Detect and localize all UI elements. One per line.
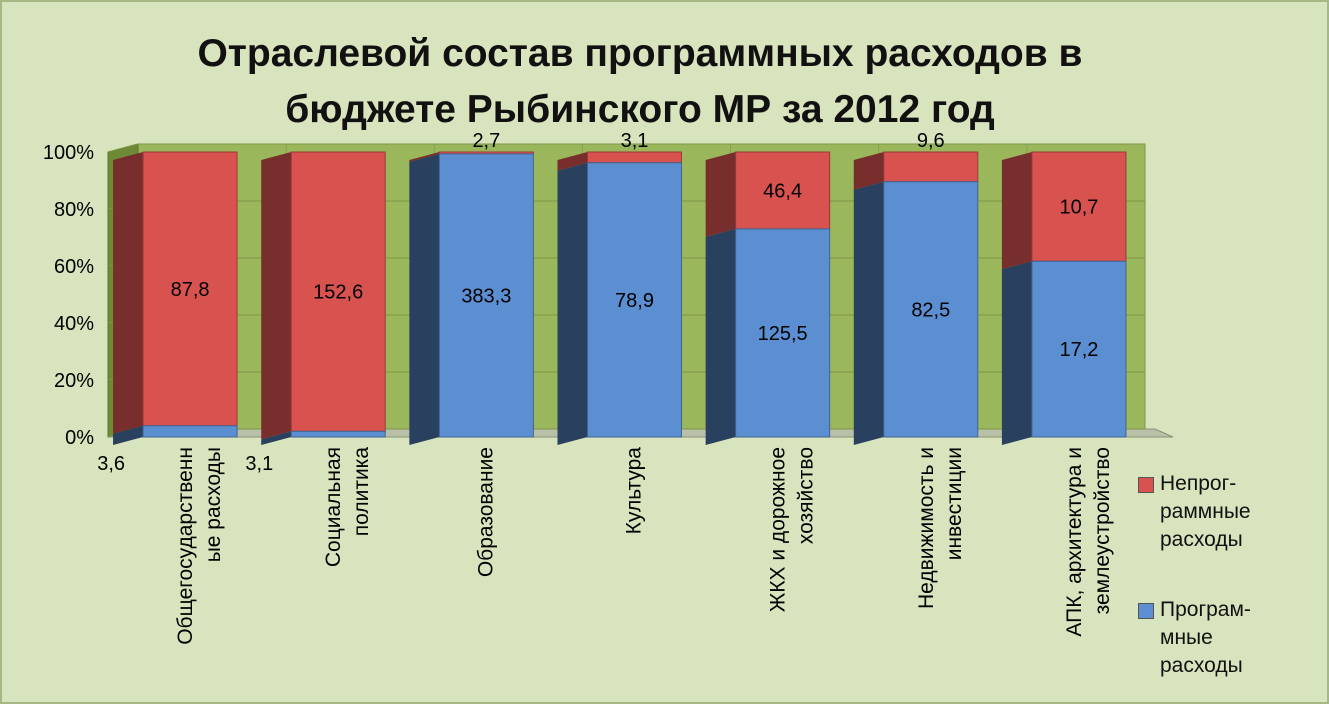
bar-group-6: 9,6 82,5 Недвижимость и инвестиции bbox=[853, 130, 979, 609]
gridline bbox=[107, 143, 1145, 153]
y-tick-label: 100% bbox=[43, 142, 94, 164]
data-label-nonprogram: 152,6 bbox=[313, 282, 363, 304]
data-label-program: 125,5 bbox=[758, 323, 808, 345]
bar-side-program bbox=[705, 228, 736, 445]
chart-title: Отраслевой состав программных расходов в… bbox=[197, 32, 1083, 131]
data-label-program: 82,5 bbox=[911, 299, 950, 321]
y-tick-label: 80% bbox=[54, 199, 94, 221]
bar-side-program bbox=[1001, 261, 1032, 445]
y-tick-label: 20% bbox=[54, 370, 94, 392]
bar-side-nonprogram bbox=[705, 152, 736, 237]
data-label-program: 3,6 bbox=[97, 453, 125, 475]
data-label-program: 78,9 bbox=[615, 290, 654, 312]
bar-side-nonprogram bbox=[1001, 152, 1032, 270]
bar-group-1: 87,8 3,6 Общегосударственн ые расходы bbox=[97, 151, 238, 645]
legend-label-nonprogram: Непрог- раммные расходы bbox=[1160, 472, 1251, 551]
bar-group-2: 152,6 3,1 Социальная политика bbox=[245, 151, 386, 567]
bar-program bbox=[883, 181, 979, 438]
data-label-program: 383,3 bbox=[461, 285, 511, 307]
y-tick-label: 0% bbox=[65, 427, 94, 449]
bar-side-program bbox=[261, 431, 292, 445]
bar-nonprogram bbox=[883, 151, 979, 183]
data-label-program: 17,2 bbox=[1059, 339, 1098, 361]
bar-side-nonprogram bbox=[557, 152, 588, 171]
x-tick-label: Общегосударственн ые расходы bbox=[174, 447, 225, 645]
data-label-nonprogram: 46,4 bbox=[763, 180, 802, 202]
bar-side-program bbox=[557, 162, 588, 445]
bar-nonprogram bbox=[587, 151, 682, 164]
bar-nonprogram bbox=[142, 151, 238, 427]
x-tick-label: Социальная политика bbox=[322, 447, 373, 567]
bar-side-nonprogram bbox=[853, 152, 884, 190]
x-tick-label: АПК, архитектура и землеустройство bbox=[1063, 447, 1114, 637]
y-tick-label: 40% bbox=[54, 313, 94, 335]
legend-label-program: Програм- мные расходы bbox=[1160, 598, 1251, 677]
bar-program bbox=[735, 228, 831, 438]
bar-side-nonprogram bbox=[409, 152, 440, 162]
data-label-program: 3,1 bbox=[245, 453, 273, 475]
bar-group-4: 3,1 78,9 Культура bbox=[557, 130, 682, 535]
data-label-nonprogram: 3,1 bbox=[621, 130, 649, 152]
x-tick-label: ЖКХ и дорожное хозяйство bbox=[767, 447, 818, 612]
bar-nonprogram bbox=[1031, 151, 1127, 262]
bar-side-program bbox=[409, 153, 440, 445]
data-label-nonprogram: 10,7 bbox=[1059, 197, 1098, 219]
y-tick-label: 60% bbox=[54, 256, 94, 278]
bar-side-nonprogram bbox=[261, 152, 292, 440]
bar-program bbox=[587, 162, 682, 438]
bar-group-7: 10,7 17,2 АПК, архитектура и землеустройств… bbox=[1001, 151, 1127, 637]
x-tick-label: Культура bbox=[623, 447, 646, 535]
bar-side-program bbox=[113, 425, 144, 445]
data-label-nonprogram: 2,7 bbox=[472, 130, 500, 152]
legend-swatch-nonprogram bbox=[1138, 477, 1154, 493]
data-label-nonprogram: 9,6 bbox=[917, 130, 945, 152]
bar-program bbox=[438, 153, 534, 438]
bar-side-nonprogram bbox=[113, 152, 144, 434]
bar-program bbox=[142, 425, 238, 438]
bar-group-5: 46,4 125,5 ЖКХ и дорожное хозяйство bbox=[705, 151, 831, 612]
legend-swatch-program bbox=[1138, 603, 1154, 619]
bar-program bbox=[1031, 260, 1127, 438]
bar-side-program bbox=[853, 181, 884, 445]
data-label-nonprogram: 87,8 bbox=[171, 279, 210, 301]
bar-group-3: 2,7 383,3 Образование bbox=[409, 130, 534, 577]
bar-program bbox=[290, 430, 386, 438]
x-tick-label: Образование bbox=[474, 447, 497, 577]
bar-nonprogram bbox=[290, 151, 386, 432]
bar-nonprogram bbox=[735, 151, 831, 230]
x-tick-label: Недвижимость и инвестиции bbox=[915, 447, 966, 609]
